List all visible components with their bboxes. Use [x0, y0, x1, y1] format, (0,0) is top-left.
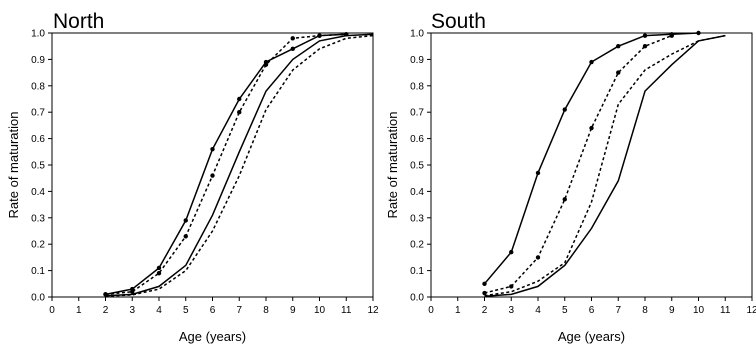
x-tick-label: 8 — [263, 305, 269, 316]
series-2-point — [183, 234, 188, 239]
series-1-point — [290, 46, 295, 52]
x-tick-label: 5 — [562, 305, 568, 316]
series-1-point — [696, 30, 701, 36]
plot-frame — [51, 32, 374, 298]
y-tick-label: 0.9 — [31, 55, 45, 66]
series-2-point — [669, 33, 674, 38]
y-tick-label: 0.2 — [410, 240, 424, 251]
y-tick-label: 1.0 — [31, 29, 45, 40]
x-tick-label: 12 — [367, 305, 379, 316]
series-1-point — [210, 146, 215, 152]
y-axis-label: Rate of maturation — [6, 112, 21, 219]
series-1-point — [509, 249, 514, 255]
y-tick-label: 0.6 — [410, 134, 424, 145]
x-tick-label: 8 — [642, 305, 648, 316]
series-2-dotted-with-markers-line — [105, 33, 347, 296]
series-1-point — [156, 265, 162, 271]
y-tick-label: 1.0 — [410, 29, 424, 40]
x-tick-label: 0 — [428, 305, 434, 316]
series-2-point — [509, 284, 514, 289]
x-tick-label: 1 — [76, 305, 82, 316]
x-axis-label: Age (years) — [558, 329, 625, 344]
chart-title: North — [53, 10, 104, 33]
y-tick-label: 0.4 — [31, 187, 45, 198]
series-1-point — [482, 281, 487, 286]
y-tick-label: 0.2 — [31, 240, 45, 251]
x-axis-label: Age (years) — [179, 329, 246, 344]
x-tick-label: 1 — [455, 305, 461, 316]
y-tick-label: 0.4 — [410, 187, 424, 198]
series-1-point — [237, 96, 242, 102]
y-tick-label: 0.8 — [410, 81, 424, 92]
x-tick-label: 4 — [156, 305, 162, 316]
series-2-point — [210, 173, 215, 178]
x-tick-label: 7 — [615, 305, 621, 316]
series-3-dotted-line — [484, 34, 726, 297]
x-tick-label: 11 — [720, 305, 731, 316]
series-2-point — [642, 44, 648, 49]
x-tick-label: 6 — [210, 305, 216, 316]
y-tick-label: 0.5 — [31, 161, 45, 172]
series-2-point — [535, 255, 541, 260]
series-1-solid-with-markers-line — [105, 33, 347, 296]
x-tick-label: 9 — [290, 305, 296, 316]
y-tick-label: 0.1 — [410, 266, 424, 277]
series-4-solid-line — [484, 34, 726, 297]
series-2-dotted-with-markers-line — [484, 34, 673, 294]
series-1-point — [562, 107, 567, 112]
x-tick-label: 0 — [49, 305, 55, 316]
series-2-point — [317, 33, 322, 38]
series-2-point — [589, 125, 594, 131]
x-tick-label: 12 — [746, 305, 756, 316]
x-tick-label: 6 — [589, 305, 595, 316]
y-axis-label: Rate of maturation — [385, 112, 400, 219]
x-tick-label: 10 — [693, 305, 705, 316]
x-tick-label: 11 — [341, 305, 352, 316]
series-2-point — [130, 289, 135, 294]
y-tick-label: 0.9 — [410, 55, 424, 66]
series-2-point — [482, 290, 487, 296]
y-tick-label: 0.5 — [410, 161, 424, 172]
series-1-point — [183, 218, 188, 223]
series-2-point — [616, 70, 621, 75]
y-tick-label: 0.0 — [410, 293, 424, 304]
x-tick-label: 10 — [314, 305, 326, 316]
series-2-point — [562, 197, 567, 202]
x-tick-label: 2 — [103, 305, 109, 316]
series-2-point — [156, 271, 162, 276]
series-1-point — [642, 33, 648, 38]
series-1-point — [616, 44, 621, 49]
y-tick-label: 0.7 — [410, 108, 424, 119]
y-tick-label: 0.6 — [31, 134, 45, 145]
y-tick-label: 0.1 — [31, 266, 45, 277]
y-tick-label: 0.0 — [31, 293, 45, 304]
x-tick-label: 3 — [129, 305, 135, 316]
plot-frame — [430, 32, 753, 298]
series-1-point — [535, 170, 541, 176]
series-3-solid-line — [105, 33, 374, 297]
chart-title: South — [431, 10, 486, 33]
x-tick-label: 7 — [236, 305, 242, 316]
y-tick-label: 0.7 — [31, 108, 45, 119]
x-tick-label: 5 — [183, 305, 189, 316]
x-tick-label: 3 — [508, 305, 514, 316]
y-tick-label: 0.8 — [31, 81, 45, 92]
x-tick-label: 4 — [535, 305, 541, 316]
series-1-point — [589, 59, 594, 65]
series-2-point — [237, 110, 242, 115]
x-tick-label: 2 — [482, 305, 488, 316]
y-tick-label: 0.3 — [31, 213, 45, 224]
x-tick-label: 9 — [669, 305, 675, 316]
y-tick-label: 0.3 — [410, 213, 424, 224]
series-2-point — [290, 36, 295, 41]
series-4-dotted-line — [105, 34, 374, 297]
series-2-point — [263, 62, 269, 67]
